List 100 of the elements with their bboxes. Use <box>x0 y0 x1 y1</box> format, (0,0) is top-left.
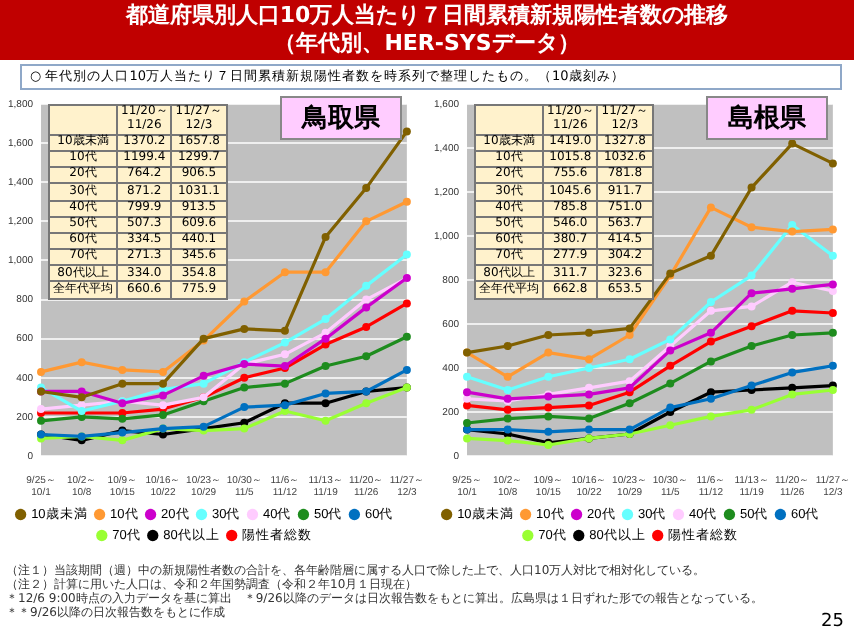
point <box>788 368 797 377</box>
point <box>240 373 249 382</box>
point <box>503 436 512 445</box>
point <box>828 328 837 337</box>
point <box>544 403 553 412</box>
point <box>666 403 675 412</box>
point <box>158 379 167 388</box>
point <box>280 338 289 347</box>
point <box>788 390 797 399</box>
point <box>747 381 756 390</box>
point <box>828 361 837 370</box>
point <box>321 362 330 371</box>
point <box>706 203 715 212</box>
point <box>321 389 330 398</box>
point <box>584 383 593 392</box>
point <box>463 372 472 381</box>
point <box>503 386 512 394</box>
point <box>362 352 371 361</box>
point <box>37 416 46 425</box>
point <box>321 315 330 324</box>
point <box>706 412 715 421</box>
point <box>584 401 593 410</box>
point <box>666 361 675 370</box>
point <box>584 390 593 399</box>
point <box>544 412 553 421</box>
point <box>706 328 715 337</box>
point <box>584 355 593 364</box>
point <box>706 306 715 315</box>
point <box>747 271 756 280</box>
point <box>321 232 330 241</box>
point <box>747 342 756 350</box>
point <box>463 419 472 427</box>
point <box>584 425 593 434</box>
point <box>77 393 86 402</box>
point <box>584 364 593 372</box>
point <box>828 225 837 234</box>
point <box>828 309 837 317</box>
point <box>362 399 371 408</box>
point <box>118 365 127 374</box>
point <box>503 342 512 350</box>
point <box>625 383 634 392</box>
point <box>706 251 715 260</box>
point <box>503 405 512 414</box>
point <box>463 434 472 443</box>
point <box>544 427 553 436</box>
point <box>240 424 249 433</box>
point <box>158 410 167 419</box>
point <box>706 388 715 397</box>
point <box>625 425 634 434</box>
point <box>625 331 634 339</box>
point <box>747 223 756 232</box>
point <box>158 367 167 376</box>
point <box>706 357 715 366</box>
point <box>240 403 249 412</box>
point <box>747 405 756 414</box>
point <box>280 379 289 388</box>
point <box>625 355 634 364</box>
point <box>666 346 675 355</box>
point <box>240 297 249 306</box>
point <box>118 436 127 445</box>
point <box>584 328 593 337</box>
point <box>788 383 797 392</box>
point <box>788 139 797 148</box>
text: 都道府県別人口10万人当たり７日間累積新規陽性者数の推移（年代別、HER-SYSデータ） <box>123 0 731 58</box>
point <box>706 337 715 346</box>
point <box>402 250 411 259</box>
point <box>362 217 371 226</box>
point <box>77 358 86 367</box>
point <box>402 332 411 341</box>
point <box>706 394 715 403</box>
point <box>544 372 553 381</box>
point <box>747 322 756 331</box>
point <box>828 287 837 295</box>
point <box>118 379 127 388</box>
point <box>118 414 127 423</box>
point <box>584 414 593 423</box>
point <box>788 227 797 236</box>
point <box>544 331 553 339</box>
point <box>706 298 715 306</box>
point <box>321 334 330 343</box>
point <box>788 331 797 339</box>
point <box>666 335 675 344</box>
point <box>321 268 330 277</box>
point <box>362 303 371 312</box>
point <box>280 326 289 335</box>
point <box>828 280 837 289</box>
point <box>625 324 634 333</box>
point <box>240 383 249 392</box>
point <box>544 348 553 357</box>
point <box>666 421 675 430</box>
point <box>463 388 472 397</box>
point <box>666 379 675 388</box>
point <box>321 399 330 408</box>
point <box>199 379 208 388</box>
point <box>747 302 756 311</box>
point <box>362 295 371 304</box>
point <box>199 371 208 380</box>
point <box>747 289 756 298</box>
point <box>362 184 371 193</box>
point <box>280 350 289 359</box>
